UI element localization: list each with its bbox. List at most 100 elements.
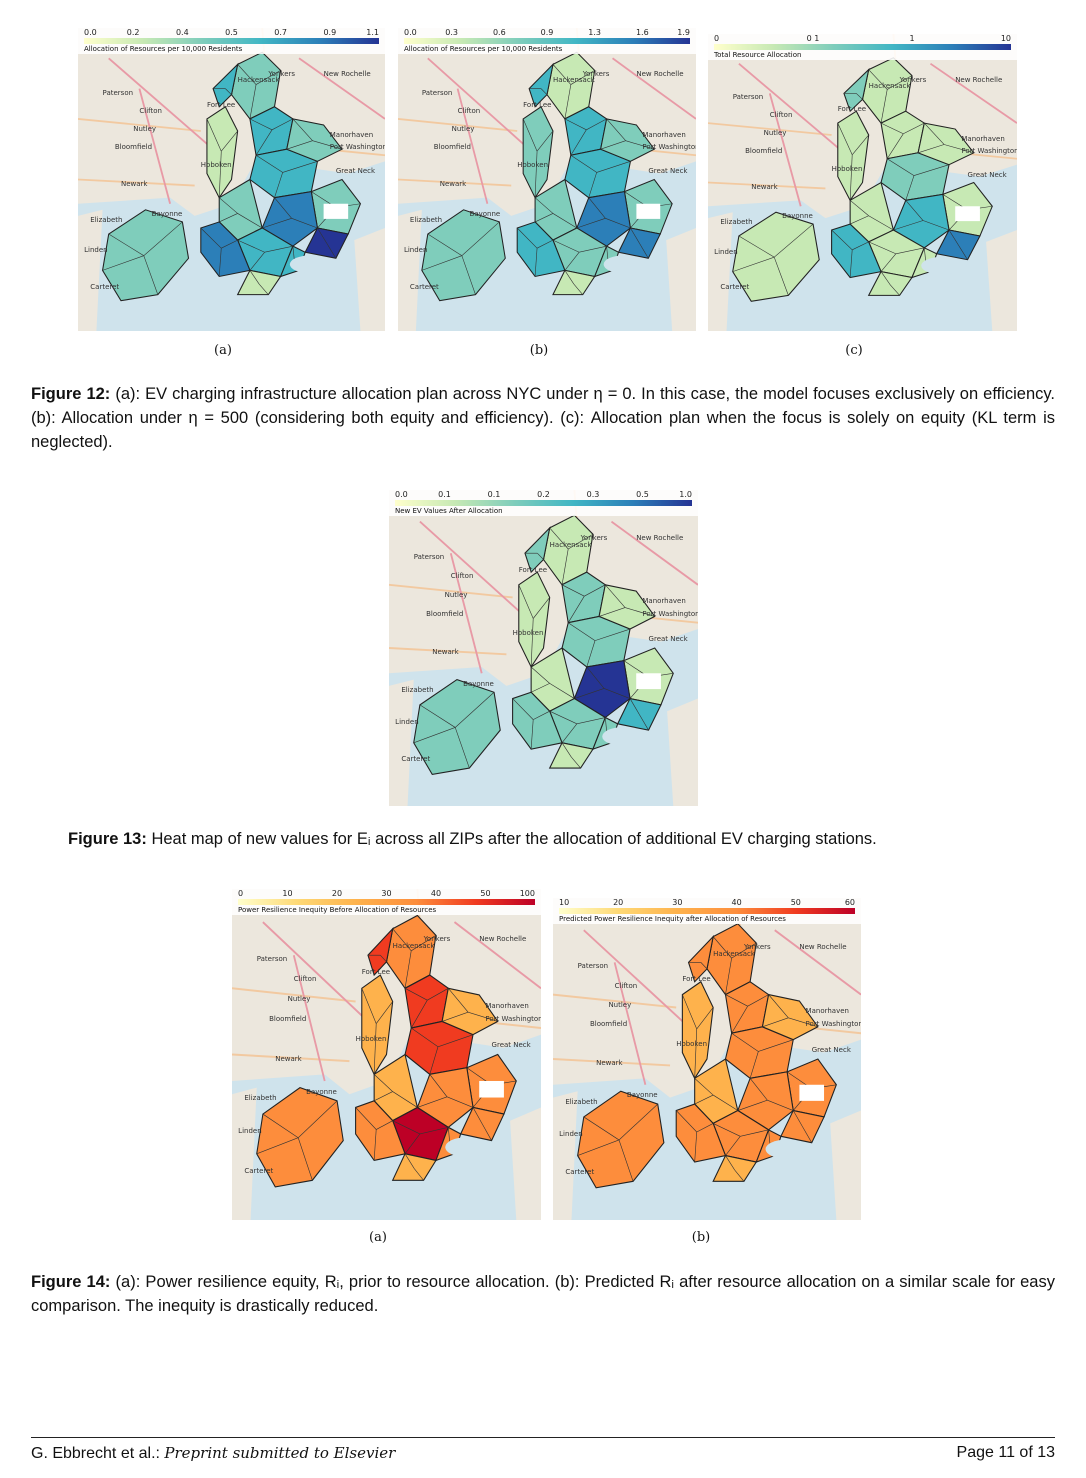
zip-boundary — [355, 1107, 377, 1130]
zip-boundary — [564, 118, 587, 131]
legend-tick-label: 1.1 — [366, 28, 379, 37]
map-place-label: Port Washington — [961, 146, 1017, 155]
zip-boundary — [249, 270, 260, 285]
map-place-label: Yonkers — [582, 70, 610, 79]
zip-boundary — [404, 988, 428, 1001]
zip-region — [524, 526, 551, 574]
zip-boundary — [639, 714, 649, 731]
legend-tick-label: 0 — [714, 34, 720, 43]
zip-region — [548, 742, 594, 769]
road-line — [108, 57, 214, 150]
road-line — [398, 117, 518, 132]
zip-boundary — [696, 1007, 714, 1030]
zip-boundary — [411, 1027, 439, 1048]
map-place-label: Bayonne — [306, 1087, 337, 1096]
zip-boundary — [747, 994, 769, 1007]
road-line — [232, 987, 356, 1003]
zip-boundary — [887, 75, 913, 90]
zip-boundary — [868, 215, 894, 231]
zip-boundary — [380, 954, 387, 963]
map-place-label: Clifton — [293, 975, 317, 984]
zip-boundary — [221, 239, 238, 249]
legend-tick-label: 30 — [381, 889, 392, 898]
zip-boundary — [552, 239, 580, 253]
map-place-label: New Rochelle — [799, 943, 847, 952]
map-place-label: Paterson — [732, 93, 764, 102]
legend-colorbar — [404, 38, 690, 44]
zip-boundary — [868, 69, 888, 90]
zip-boundary — [758, 1039, 794, 1052]
zip-boundary — [740, 1129, 769, 1137]
zip-boundary — [712, 936, 732, 959]
zip-boundary — [605, 584, 626, 608]
map-place-label: Port Washington — [642, 143, 696, 152]
basemap-svg — [389, 490, 698, 806]
road-line — [298, 57, 385, 120]
zip-boundary — [584, 584, 606, 597]
legend-tick-label: 40 — [731, 898, 742, 907]
road-line — [389, 583, 513, 599]
road-line — [78, 117, 201, 132]
map-place-label: Yonkers — [268, 70, 296, 79]
zip-boundary — [374, 1091, 393, 1102]
zip-boundary — [237, 239, 265, 253]
road-line — [583, 929, 690, 1028]
zip-boundary — [564, 252, 580, 271]
map-place-label: Newark — [120, 179, 148, 188]
zip-boundary — [461, 221, 500, 256]
zip-boundary — [537, 552, 544, 560]
airport-area — [955, 206, 980, 222]
road-line — [553, 993, 677, 1009]
zip-boundary — [455, 692, 495, 728]
zip-region — [441, 987, 499, 1036]
zip-boundary — [850, 215, 869, 225]
zip-boundary — [943, 144, 974, 154]
map-place-label: Hoboken — [676, 1039, 708, 1048]
zip-boundary — [574, 688, 605, 699]
figure-12b-map: Yonkers New Rochelle Hackensack Paterson Cli… — [398, 28, 696, 331]
map-place-label: Fort Lee — [682, 975, 711, 984]
map-place-label: Port Washington — [485, 1014, 541, 1023]
zip-boundary — [392, 1120, 420, 1135]
zip-boundary — [618, 1139, 634, 1182]
zip-boundary — [218, 248, 222, 277]
zip-boundary — [905, 175, 915, 201]
zip-boundary — [923, 247, 927, 263]
zip-boundary — [948, 229, 959, 246]
zip-boundary — [600, 140, 626, 150]
map-place-label: Yonkers — [743, 943, 771, 952]
zip-boundary — [467, 1011, 498, 1022]
zip-boundary — [442, 1011, 469, 1022]
map-place-label: Hackensack — [713, 949, 755, 958]
zip-boundary — [606, 246, 609, 262]
figure-13-caption: Figure 13: Heat map of new values for Eᵢ… — [68, 827, 1048, 851]
airport-area — [479, 1080, 504, 1098]
zip-boundary — [274, 197, 292, 219]
map-place-label: Fort Lee — [518, 565, 548, 574]
legend-tick-label: 1 — [909, 34, 915, 43]
zip-boundary — [274, 172, 283, 198]
zip-boundary — [568, 622, 596, 641]
legend-tick-label: 0.5 — [636, 490, 649, 499]
zip-region — [528, 62, 554, 108]
zip-boundary — [271, 118, 294, 131]
map-legend: 0 0 1 1 10 Total Resource Allocation — [708, 34, 1017, 60]
zip-boundary — [774, 223, 814, 258]
zip-boundary — [564, 270, 575, 285]
road-line — [389, 647, 507, 656]
zip-boundary — [410, 1000, 428, 1029]
zip-region — [256, 1086, 344, 1188]
zip-boundary — [738, 235, 775, 258]
zip-boundary — [605, 218, 631, 229]
zip-boundary — [312, 140, 343, 150]
zip-region — [101, 209, 190, 302]
map-place-label: Nutley — [763, 129, 787, 138]
zip-boundary — [586, 666, 605, 689]
zip-region — [518, 571, 551, 669]
zip-boundary — [530, 719, 534, 750]
zip-boundary — [561, 742, 572, 758]
zip-boundary — [414, 1168, 424, 1181]
zip-boundary — [725, 1136, 741, 1156]
zip-boundary — [373, 1023, 377, 1075]
map-place-label: Great Neck — [335, 167, 376, 176]
